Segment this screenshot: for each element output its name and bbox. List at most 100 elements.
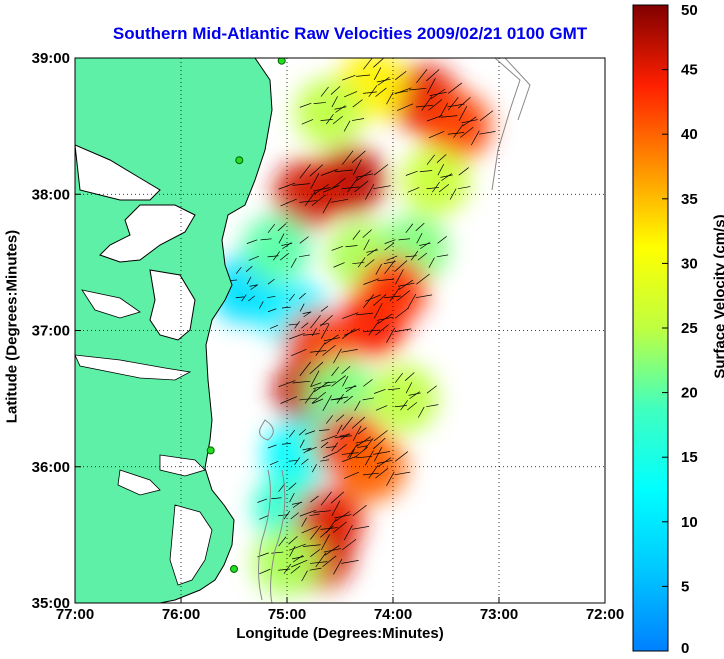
velocity-arrow xyxy=(309,361,324,375)
velocity-arrow xyxy=(417,252,428,261)
velocity-arrow xyxy=(246,276,252,285)
velocity-arrow xyxy=(332,115,343,125)
velocity-arrow xyxy=(313,510,331,513)
velocity-arrow xyxy=(407,187,420,193)
velocity-arrow xyxy=(416,232,423,244)
velocity-arrow xyxy=(362,329,380,333)
velocity-arrow xyxy=(267,223,276,234)
colorbar-tick-label: 0 xyxy=(681,640,689,657)
velocity-arrow xyxy=(362,91,377,94)
velocity-arrow xyxy=(405,382,413,394)
velocity-arrow xyxy=(331,177,346,190)
velocity-arrow xyxy=(259,514,269,520)
velocity-arrow xyxy=(281,443,291,445)
velocity-arrow xyxy=(347,177,359,193)
velocity-arrow xyxy=(362,397,374,401)
velocity-arrow xyxy=(345,385,356,393)
velocity-arrow xyxy=(357,427,367,435)
colorbar-tick-label: 40 xyxy=(681,126,698,143)
velocity-arrow xyxy=(373,430,388,442)
velocity-arrow xyxy=(394,260,408,272)
velocity-arrow xyxy=(341,365,351,375)
radar-site-marker xyxy=(235,156,244,165)
velocity-arrow xyxy=(260,238,272,241)
velocity-arrow xyxy=(333,558,343,575)
velocity-arrow xyxy=(363,294,375,308)
velocity-arrow xyxy=(362,229,372,238)
velocity-arrow xyxy=(394,71,407,81)
velocity-arrow xyxy=(394,90,409,94)
velocity-arrow xyxy=(457,96,471,109)
velocity-arrow xyxy=(267,308,277,313)
velocity-arrow xyxy=(299,509,317,517)
velocity-arrow xyxy=(355,439,373,444)
velocity-arrow xyxy=(310,495,319,503)
velocity-arrow xyxy=(320,323,330,339)
velocity-arrow xyxy=(310,549,321,557)
colorbar-tick-label: 10 xyxy=(681,514,698,531)
velocity-arrow xyxy=(323,548,342,553)
colorbar-tick-label: 30 xyxy=(681,255,698,272)
velocity-arrow xyxy=(439,102,449,119)
velocity-arrow xyxy=(438,183,450,193)
velocity-arrow xyxy=(342,74,356,81)
velocity-arrow xyxy=(376,316,394,321)
velocity-arrow xyxy=(288,482,297,490)
velocity-arrow xyxy=(479,110,494,121)
colorbar-tick-label: 50 xyxy=(681,2,698,19)
velocity-arrow xyxy=(341,416,353,431)
velocity-arrow xyxy=(309,350,327,353)
velocity-arrow xyxy=(394,405,407,408)
velocity-arrow xyxy=(309,164,324,177)
velocity-arrow xyxy=(320,434,338,442)
velocity-arrow xyxy=(394,471,411,476)
velocity-arrow xyxy=(458,167,469,176)
velocity-arrow xyxy=(291,556,304,560)
velocity-arrow xyxy=(407,293,417,309)
velocity-arrow xyxy=(342,312,359,319)
velocity-arrow xyxy=(355,173,374,178)
velocity-arrow xyxy=(341,328,356,339)
velocity-arrow xyxy=(429,91,447,96)
velocity-arrow xyxy=(320,441,329,448)
velocity-arrow xyxy=(301,570,308,582)
velocity-arrow xyxy=(299,361,311,377)
velocity-arrow xyxy=(310,314,321,329)
velocity-arrow xyxy=(338,444,347,452)
velocity-arrow xyxy=(331,398,343,401)
velocity-arrow xyxy=(405,170,418,176)
velocity-arrow xyxy=(290,257,297,268)
colorbar-tick-label: 25 xyxy=(681,320,698,337)
velocity-arrow xyxy=(271,497,282,500)
bathymetry-contours xyxy=(258,58,531,603)
velocity-arrow xyxy=(312,398,324,404)
velocity-arrow xyxy=(375,324,390,336)
velocity-arrow xyxy=(344,385,357,389)
velocity-arrow xyxy=(384,242,395,251)
velocity-arrow xyxy=(334,514,352,519)
velocity-arrow xyxy=(343,395,353,404)
velocity-arrow xyxy=(357,257,366,268)
velocity-arrow xyxy=(373,185,391,190)
velocity-arrow xyxy=(271,551,284,554)
velocity-arrow xyxy=(258,301,264,309)
velocity-arrow xyxy=(343,525,353,541)
velocity-arrow xyxy=(344,471,360,479)
velocity-arrow xyxy=(342,376,349,387)
velocity-arrow xyxy=(341,349,358,353)
albemarle-sound xyxy=(159,454,206,477)
x-axis-label: Longitude (Degrees:Minutes) xyxy=(236,625,444,642)
velocity-arrow xyxy=(245,265,253,272)
velocity-arrow xyxy=(320,118,333,121)
velocity-arrow xyxy=(363,278,380,285)
velocity-arrow xyxy=(386,255,398,261)
land-mass xyxy=(75,58,273,603)
velocity-arrow xyxy=(407,402,418,411)
velocity-arrow xyxy=(373,451,391,455)
velocity-arrow xyxy=(341,560,359,564)
velocity-arrow xyxy=(437,236,447,244)
velocity-arrow xyxy=(373,388,386,394)
velocity-arrow xyxy=(330,86,341,95)
velocity-arrow xyxy=(387,388,401,391)
velocity-arrow xyxy=(288,459,298,462)
